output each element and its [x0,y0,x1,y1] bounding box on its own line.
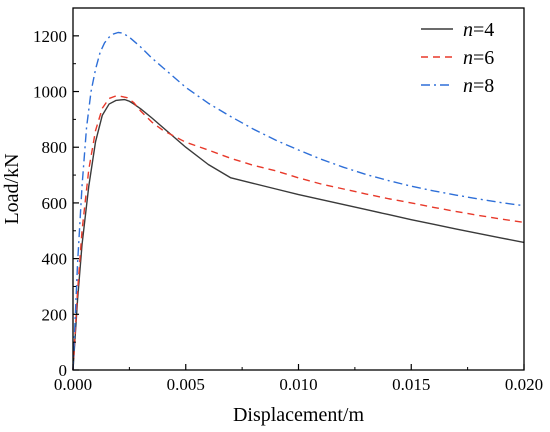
plot-frame [72,7,525,371]
y-tick-label: 800 [42,138,68,157]
y-tick-label: 1000 [33,83,67,102]
x-tick-label: 0.015 [392,375,430,394]
legend-variable: n [463,47,473,69]
y-tick-label: 200 [42,305,68,324]
legend-variable: n [463,19,473,41]
x-tick-label: 0.005 [167,375,205,394]
y-tick-label: 400 [42,250,68,269]
series-line-3 [72,31,525,371]
legend-value: =6 [473,47,494,69]
x-tick-label: 0.000 [54,375,92,394]
x-tick-label: 0.020 [505,375,543,394]
legend-label-1: n=4 [463,19,494,41]
legend-value: =4 [473,19,494,41]
x-tick-label: 0.010 [279,375,317,394]
y-axis-title: Load/kN [1,153,23,224]
series-layer [72,31,525,371]
legend-variable: n [463,75,473,97]
ticks-layer: 0.000 0.005 0.010 0.015 0.020 0 200 400 600 800 10… [33,7,543,394]
legend-value: =8 [473,75,494,97]
y-tick-label: 0 [59,361,68,380]
legend-label-2: n=6 [463,47,494,69]
series-line-2 [72,95,525,371]
legend-label-3: n=8 [463,75,494,97]
y-tick-label: 600 [42,194,68,213]
series-line-1 [72,98,525,371]
y-tick-label: 1200 [33,27,67,46]
legend: n=4n=6n=8 [421,19,494,97]
x-axis-title: Displacement/m [233,404,365,426]
